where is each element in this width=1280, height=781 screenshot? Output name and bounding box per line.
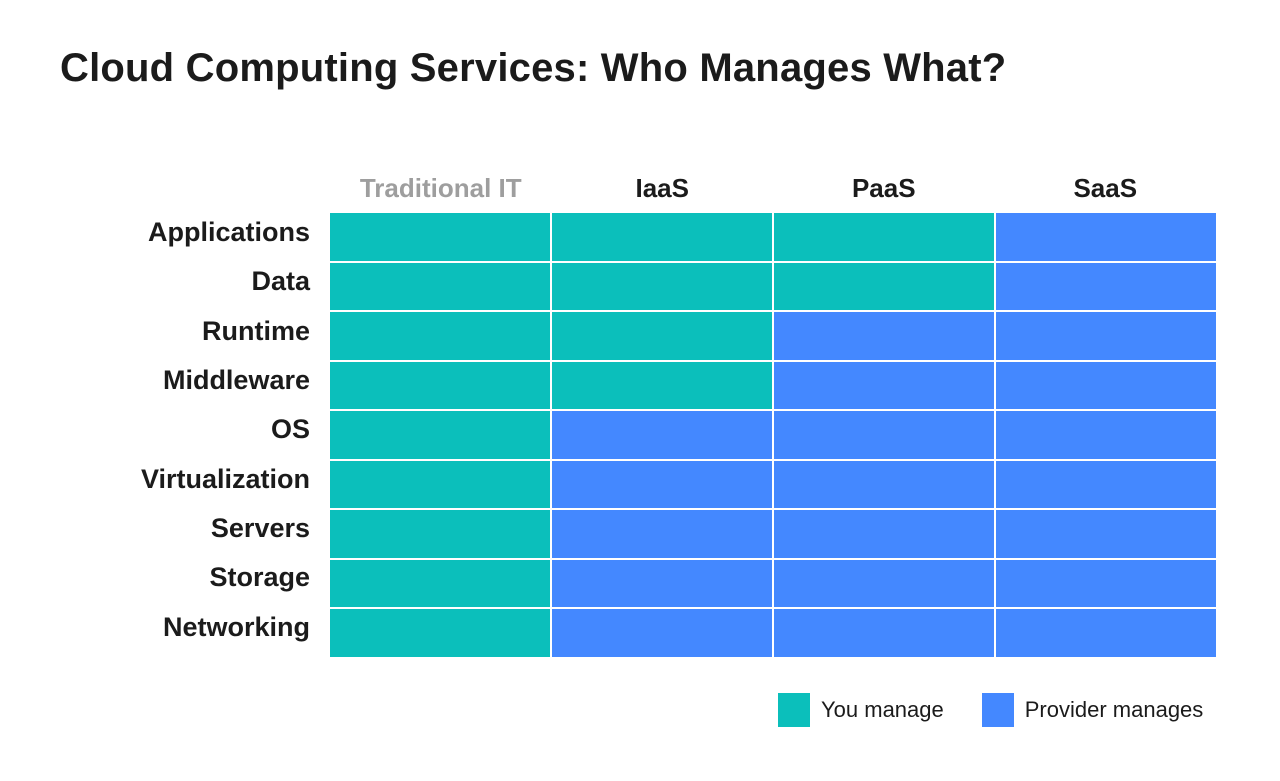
cell-os-iaas-provider-manages (552, 411, 772, 459)
cell-virtualization-iaas-provider-manages (552, 460, 772, 509)
cell-networking-iaas-provider-manages (552, 609, 772, 657)
row-label-applications: Applications (147, 217, 310, 247)
row-label-os: OS (270, 414, 310, 445)
cell-middleware-iaas-you-manage (552, 361, 772, 410)
cell-runtime-paas-provider-manages (774, 312, 994, 360)
row-label-runtime: Runtime (202, 315, 310, 346)
cell-virtualization-paas-provider-manages (774, 460, 994, 509)
page-title: Cloud Computing Services: Who Manages Wh… (60, 46, 1007, 90)
row-label-virtualization: Virtualization (140, 463, 310, 494)
legend-swatch-provider-manages (981, 693, 1014, 727)
legend: You manage Provider manages (778, 693, 1203, 727)
cell-data-saas-provider-manages (996, 262, 1216, 311)
cell-os-paas-provider-manages (774, 411, 994, 459)
cell-servers-iaas-provider-manages (552, 510, 772, 558)
cell-os-saas-provider-manages (996, 411, 1216, 459)
cell-networking-saas-provider-manages (996, 609, 1216, 657)
cell-data-iaas-you-manage (552, 262, 772, 311)
cell-storage-traditional-it-you-manage (330, 559, 550, 608)
cell-os-traditional-it-you-manage (330, 411, 550, 459)
cell-applications-iaas-you-manage (552, 213, 772, 261)
cell-networking-paas-provider-manages (774, 609, 994, 657)
cell-runtime-traditional-it-you-manage (330, 312, 550, 360)
row-label-servers: Servers (210, 512, 310, 543)
cell-storage-iaas-provider-manages (552, 559, 772, 608)
cell-middleware-paas-provider-manages (774, 361, 994, 410)
row-label-middleware: Middleware (162, 364, 310, 395)
legend-item-provider-manages: Provider manages (981, 693, 1204, 727)
cell-applications-saas-provider-manages (996, 213, 1216, 261)
cell-virtualization-traditional-it-you-manage (330, 460, 550, 509)
cell-applications-traditional-it-you-manage (330, 213, 550, 261)
column-header-paas: PaaS (851, 173, 916, 203)
cell-applications-paas-you-manage (774, 213, 994, 261)
cell-middleware-saas-provider-manages (996, 361, 1216, 410)
cell-storage-saas-provider-manages (996, 559, 1216, 608)
row-label-data: Data (251, 266, 310, 297)
responsibility-grid (330, 213, 1216, 657)
cell-servers-saas-provider-manages (996, 510, 1216, 558)
cell-data-traditional-it-you-manage (330, 262, 550, 311)
legend-swatch-you-manage (778, 693, 810, 727)
row-labels: Applications Data Runtime Middleware OS … (60, 213, 310, 657)
cell-virtualization-saas-provider-manages (996, 460, 1216, 509)
cell-servers-traditional-it-you-manage (330, 510, 550, 558)
cell-networking-traditional-it-you-manage (330, 609, 550, 657)
cell-servers-paas-provider-manages (774, 510, 994, 558)
legend-label-you-manage: You manage (821, 697, 944, 722)
row-label-networking: Networking (162, 611, 310, 642)
cell-data-paas-you-manage (774, 262, 994, 311)
cell-middleware-traditional-it-you-manage (330, 361, 550, 410)
legend-label-provider-manages: Provider manages (1024, 697, 1204, 722)
column-header-iaas: IaaS (635, 173, 690, 203)
column-headers: Traditional IT IaaS PaaS SaaS (330, 168, 1216, 208)
column-header-traditional-it: Traditional IT (359, 173, 522, 203)
row-label-storage: Storage (209, 562, 310, 593)
cell-runtime-saas-provider-manages (996, 312, 1216, 360)
cell-storage-paas-provider-manages (774, 559, 994, 608)
column-header-saas: SaaS (1073, 173, 1138, 203)
cell-runtime-iaas-you-manage (552, 312, 772, 360)
legend-item-you-manage: You manage (778, 693, 944, 727)
